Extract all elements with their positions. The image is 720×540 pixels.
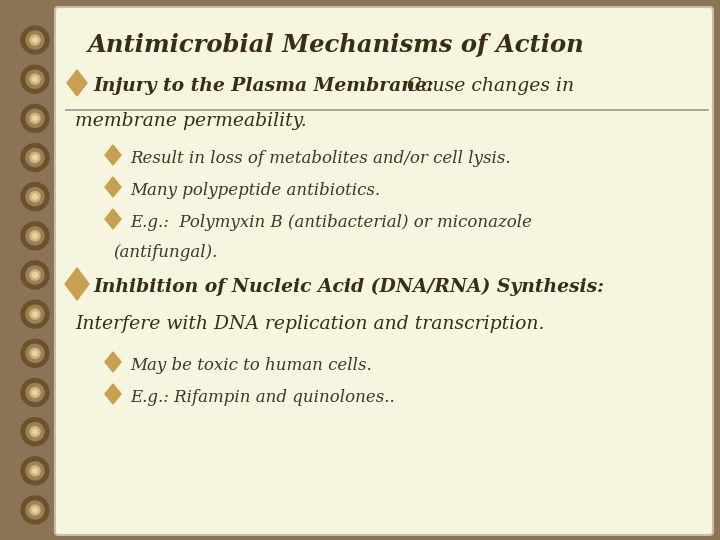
Text: Cause changes in: Cause changes in xyxy=(401,77,574,95)
Text: Many polypeptide antibiotics.: Many polypeptide antibiotics. xyxy=(130,182,380,199)
Circle shape xyxy=(21,300,49,328)
Circle shape xyxy=(21,183,49,211)
Circle shape xyxy=(32,116,37,121)
Circle shape xyxy=(30,309,40,319)
Circle shape xyxy=(30,192,40,201)
Circle shape xyxy=(26,227,44,245)
Circle shape xyxy=(26,501,44,519)
Text: E.g.: Rifampin and quinolones..: E.g.: Rifampin and quinolones.. xyxy=(130,389,395,406)
Polygon shape xyxy=(67,70,87,96)
Circle shape xyxy=(26,305,44,323)
Circle shape xyxy=(26,462,44,480)
Circle shape xyxy=(21,222,49,250)
Circle shape xyxy=(30,113,40,123)
Polygon shape xyxy=(105,209,121,229)
Circle shape xyxy=(30,388,40,397)
Text: (antifungal).: (antifungal). xyxy=(113,244,217,261)
Circle shape xyxy=(32,390,37,395)
Circle shape xyxy=(30,231,40,241)
Circle shape xyxy=(21,457,49,485)
Text: May be toxic to human cells.: May be toxic to human cells. xyxy=(130,357,372,374)
Polygon shape xyxy=(65,268,89,300)
Circle shape xyxy=(21,496,49,524)
Circle shape xyxy=(26,423,44,441)
Circle shape xyxy=(21,261,49,289)
Circle shape xyxy=(32,37,37,43)
Circle shape xyxy=(30,35,40,45)
Text: membrane permeability.: membrane permeability. xyxy=(75,112,307,130)
Circle shape xyxy=(26,188,44,206)
Circle shape xyxy=(21,65,49,93)
Circle shape xyxy=(30,152,40,163)
Circle shape xyxy=(32,351,37,356)
Circle shape xyxy=(32,77,37,82)
Text: Inhibition of Nucleic Acid (DNA/RNA) Synthesis:: Inhibition of Nucleic Acid (DNA/RNA) Syn… xyxy=(93,278,604,296)
Circle shape xyxy=(21,339,49,367)
Text: Antimicrobial Mechanisms of Action: Antimicrobial Mechanisms of Action xyxy=(88,33,585,57)
Circle shape xyxy=(21,144,49,172)
Circle shape xyxy=(26,148,44,166)
Text: Result in loss of metabolites and/or cell lysis.: Result in loss of metabolites and/or cel… xyxy=(130,150,510,167)
Polygon shape xyxy=(105,352,121,372)
Text: E.g.:  Polymyxin B (antibacterial) or miconazole: E.g.: Polymyxin B (antibacterial) or mic… xyxy=(130,214,532,231)
Circle shape xyxy=(26,109,44,127)
Circle shape xyxy=(30,74,40,84)
Circle shape xyxy=(21,104,49,132)
Circle shape xyxy=(21,26,49,54)
Circle shape xyxy=(26,31,44,49)
Text: Interfere with DNA replication and transcription.: Interfere with DNA replication and trans… xyxy=(75,315,544,333)
Circle shape xyxy=(26,345,44,362)
Circle shape xyxy=(21,417,49,446)
Circle shape xyxy=(30,270,40,280)
Circle shape xyxy=(26,383,44,402)
Circle shape xyxy=(32,233,37,238)
Circle shape xyxy=(32,194,37,199)
Circle shape xyxy=(30,348,40,359)
Circle shape xyxy=(21,379,49,407)
Circle shape xyxy=(30,505,40,515)
Text: Injury to the Plasma Membrane:: Injury to the Plasma Membrane: xyxy=(93,77,433,95)
Circle shape xyxy=(26,70,44,88)
Circle shape xyxy=(32,273,37,278)
Circle shape xyxy=(30,427,40,437)
Polygon shape xyxy=(105,384,121,404)
Circle shape xyxy=(32,429,37,434)
Circle shape xyxy=(26,266,44,284)
FancyBboxPatch shape xyxy=(55,7,713,535)
Circle shape xyxy=(32,312,37,316)
Polygon shape xyxy=(105,145,121,165)
Circle shape xyxy=(30,466,40,476)
Polygon shape xyxy=(105,177,121,197)
Circle shape xyxy=(32,468,37,474)
Circle shape xyxy=(32,508,37,512)
Circle shape xyxy=(32,155,37,160)
